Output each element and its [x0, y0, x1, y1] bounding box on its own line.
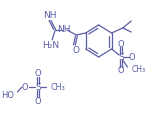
Text: CH₃: CH₃ — [132, 65, 146, 74]
Text: HO: HO — [1, 91, 14, 100]
Text: S: S — [35, 83, 41, 92]
Text: O: O — [35, 69, 41, 78]
Text: O: O — [118, 40, 124, 49]
Text: S: S — [118, 53, 124, 62]
Text: H₂N: H₂N — [42, 41, 59, 50]
Text: CH₃: CH₃ — [50, 83, 65, 92]
Text: NH: NH — [57, 25, 71, 34]
Text: O: O — [22, 83, 28, 92]
Text: NH: NH — [44, 11, 57, 20]
Text: O: O — [118, 66, 124, 75]
Text: O: O — [129, 53, 135, 62]
Text: O: O — [35, 97, 41, 106]
Text: O: O — [73, 46, 80, 55]
